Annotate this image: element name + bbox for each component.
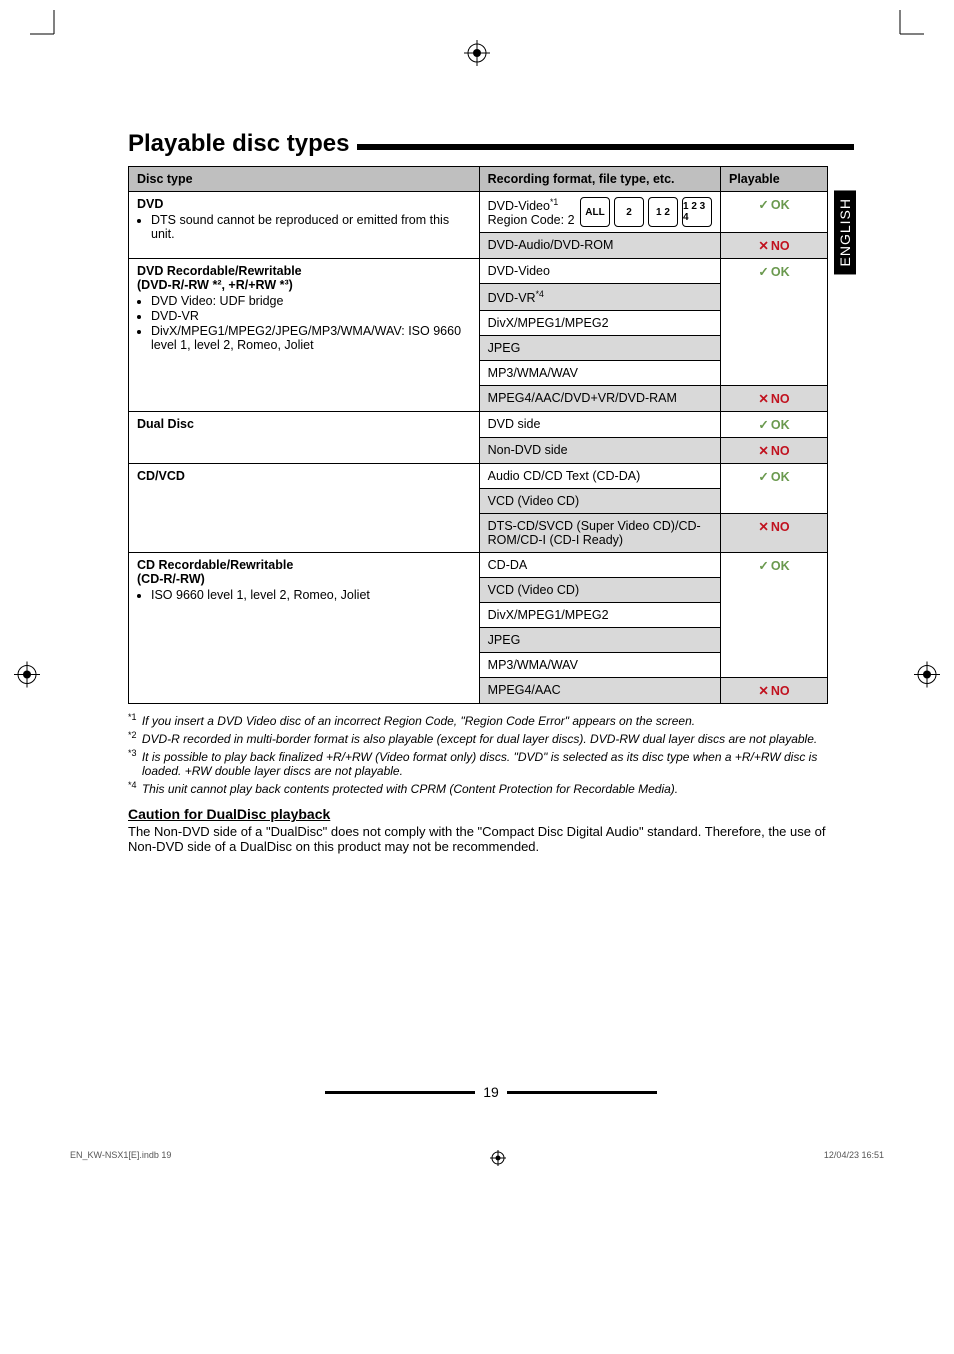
- format-cell: DivX/MPEG1/MPEG2: [479, 311, 720, 336]
- footnote: *2 DVD-R recorded in multi-border format…: [128, 730, 854, 746]
- playable-cell: OK: [721, 412, 828, 438]
- disc-type-cell: DVD Recordable/Rewritable(DVD-R/-RW *², …: [129, 259, 480, 412]
- region-code-icon: 2: [614, 197, 644, 227]
- print-footer: EN_KW-NSX1[E].indb 19 12/04/23 16:51: [0, 1140, 954, 1198]
- caution-text: The Non-DVD side of a "DualDisc" does no…: [128, 824, 854, 854]
- format-cell: DVD-Video: [479, 259, 720, 284]
- col-header-playable: Playable: [721, 167, 828, 192]
- footer-left: EN_KW-NSX1[E].indb 19: [70, 1150, 171, 1168]
- playable-cell: OK: [721, 553, 828, 678]
- playable-cell: NO: [721, 678, 828, 704]
- page-number: 19: [128, 1084, 854, 1100]
- format-cell: DVD-Audio/DVD-ROM: [479, 233, 720, 259]
- format-cell: DVD-VR*4: [479, 284, 720, 311]
- region-code-icon: ALL: [580, 197, 610, 227]
- format-cell: MPEG4/AAC: [479, 678, 720, 704]
- playable-cell: NO: [721, 438, 828, 464]
- format-cell: VCD (Video CD): [479, 578, 720, 603]
- format-cell: DTS-CD/SVCD (Super Video CD)/CD-ROM/CD-I…: [479, 514, 720, 553]
- disc-type-cell: DVDDTS sound cannot be reproduced or emi…: [129, 192, 480, 259]
- footnote: *3 It is possible to play back finalized…: [128, 748, 854, 778]
- format-cell: JPEG: [479, 336, 720, 361]
- footer-right: 12/04/23 16:51: [824, 1150, 884, 1168]
- col-header-format: Recording format, file type, etc.: [479, 167, 720, 192]
- footnotes: *1 If you insert a DVD Video disc of an …: [128, 712, 854, 796]
- format-cell: DivX/MPEG1/MPEG2: [479, 603, 720, 628]
- format-cell: MP3/WMA/WAV: [479, 361, 720, 386]
- section-title: Playable disc types: [128, 130, 854, 158]
- playable-cell: NO: [721, 233, 828, 259]
- playable-cell: NO: [721, 386, 828, 412]
- disc-type-cell: Dual Disc: [129, 412, 480, 464]
- playable-cell: OK: [721, 259, 828, 386]
- language-tab: ENGLISH: [834, 190, 856, 274]
- disc-table: Disc type Recording format, file type, e…: [128, 166, 828, 704]
- registration-mark-icon: [490, 1150, 506, 1168]
- disc-type-cell: CD Recordable/Rewritable(CD-R/-RW)ISO 96…: [129, 553, 480, 704]
- format-cell: VCD (Video CD): [479, 489, 720, 514]
- format-cell: DVD side: [479, 412, 720, 438]
- playable-cell: OK: [721, 464, 828, 514]
- format-cell: Audio CD/CD Text (CD-DA): [479, 464, 720, 489]
- format-cell: JPEG: [479, 628, 720, 653]
- format-cell: MPEG4/AAC/DVD+VR/DVD-RAM: [479, 386, 720, 412]
- format-cell: Non-DVD side: [479, 438, 720, 464]
- footnote: *4 This unit cannot play back contents p…: [128, 780, 854, 796]
- region-code-icon: 1 2: [648, 197, 678, 227]
- format-cell: CD-DA: [479, 553, 720, 578]
- footnote: *1 If you insert a DVD Video disc of an …: [128, 712, 854, 728]
- disc-type-cell: CD/VCD: [129, 464, 480, 553]
- format-cell: MP3/WMA/WAV: [479, 653, 720, 678]
- region-code-icon: 1 2 3 4: [682, 197, 712, 227]
- playable-cell: NO: [721, 514, 828, 553]
- playable-cell: OK: [721, 192, 828, 233]
- caution-heading: Caution for DualDisc playback: [128, 806, 854, 822]
- col-header-disctype: Disc type: [129, 167, 480, 192]
- format-cell: DVD-Video*1Region Code: 2ALL21 21 2 3 4: [479, 192, 720, 233]
